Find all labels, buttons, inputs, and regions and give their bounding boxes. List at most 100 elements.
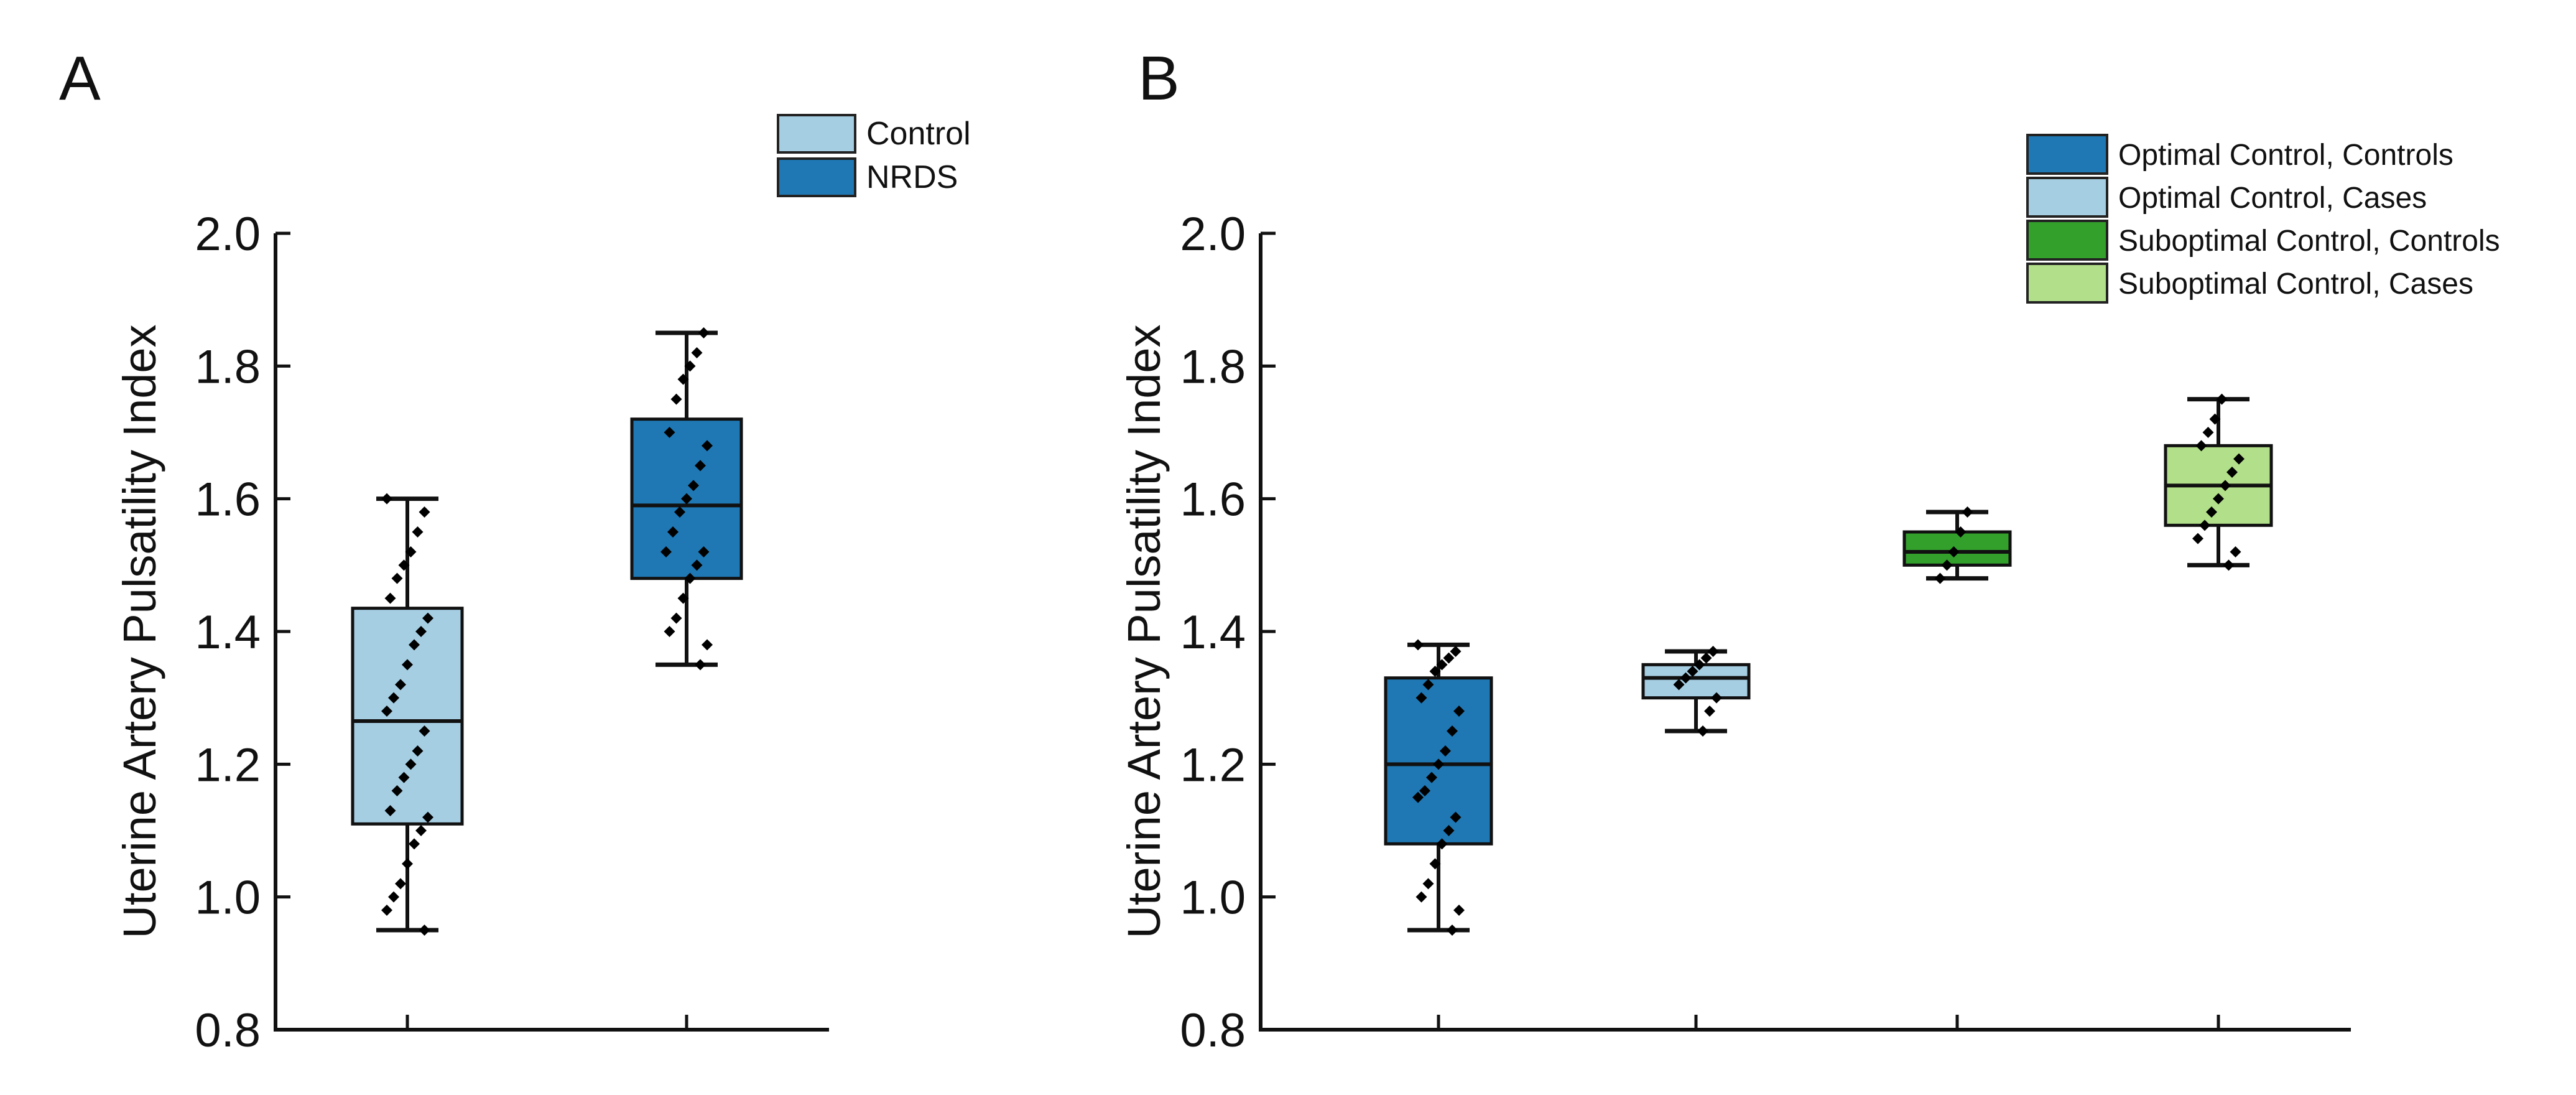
data-point bbox=[695, 659, 706, 671]
data-point bbox=[2199, 520, 2210, 531]
data-point bbox=[1450, 646, 1462, 657]
data-point bbox=[1426, 771, 1437, 783]
panel-b: B 0.8 1.0 1.2 1.4 1.6 1.8 2.0 Uterine Artery Pul… bbox=[1118, 44, 2500, 1057]
data-point bbox=[688, 480, 699, 492]
box bbox=[1902, 530, 2012, 567]
data-point bbox=[1443, 825, 1455, 836]
box-optimal-control-controls bbox=[1384, 639, 1493, 1030]
data-point bbox=[681, 493, 692, 505]
data-point bbox=[388, 692, 399, 704]
data-point bbox=[1447, 725, 1458, 737]
data-point bbox=[2195, 440, 2207, 452]
data-point bbox=[1453, 905, 1465, 916]
data-point bbox=[1429, 858, 1441, 870]
data-point bbox=[405, 546, 417, 557]
legend-swatch bbox=[777, 157, 856, 197]
y-tick-label: 1.4 bbox=[195, 606, 261, 659]
data-point bbox=[422, 612, 433, 624]
y-tick-label: 1.6 bbox=[195, 473, 261, 526]
legend-label: Optimal Control, Controls bbox=[2118, 139, 2453, 172]
data-point bbox=[670, 393, 682, 405]
legend-label: Optimal Control, Cases bbox=[2118, 182, 2427, 215]
legend-label: Suboptimal Control, Controls bbox=[2118, 225, 2500, 258]
data-point bbox=[1700, 652, 1712, 664]
data-point bbox=[1680, 672, 1692, 684]
box-suboptimal-control-cases bbox=[2164, 393, 2273, 1030]
data-point bbox=[2233, 453, 2245, 465]
data-point bbox=[395, 878, 406, 890]
y-tick-label: 0.8 bbox=[195, 1004, 261, 1057]
legend-swatch bbox=[777, 114, 856, 154]
data-point bbox=[398, 559, 410, 571]
data-point bbox=[684, 360, 696, 372]
box-optimal-control-cases bbox=[1641, 646, 1751, 1030]
data-point bbox=[1697, 725, 1708, 737]
y-tick-label: 1.8 bbox=[1180, 340, 1246, 393]
data-point bbox=[2220, 480, 2231, 492]
data-point bbox=[1419, 785, 1430, 796]
data-point bbox=[1422, 679, 1434, 691]
data-point bbox=[412, 526, 424, 538]
legend-label: NRDS bbox=[866, 159, 958, 195]
data-point bbox=[2206, 506, 2217, 518]
panel-label: B bbox=[1138, 44, 1180, 113]
data-point bbox=[1433, 758, 1444, 770]
data-point bbox=[1955, 526, 1967, 538]
data-point bbox=[664, 626, 675, 637]
data-point bbox=[1415, 692, 1427, 704]
data-point bbox=[381, 493, 392, 505]
data-point bbox=[698, 546, 710, 557]
y-tick-label: 1.0 bbox=[1180, 872, 1246, 925]
data-point bbox=[1422, 878, 1434, 890]
data-point bbox=[1415, 891, 1427, 903]
data-point bbox=[677, 592, 689, 604]
data-point bbox=[684, 572, 696, 584]
panel-a: A 0.8 1.0 1.2 1.4 1.6 1.8 2.0 Uterine Artery Pul… bbox=[59, 44, 971, 1057]
data-point bbox=[1962, 506, 1973, 518]
data-point bbox=[415, 825, 427, 836]
y-tick-label: 1.0 bbox=[195, 872, 261, 925]
data-point bbox=[667, 526, 679, 538]
legend-label: Suboptimal Control, Cases bbox=[2118, 268, 2473, 301]
data-point bbox=[398, 771, 410, 783]
data-point bbox=[422, 811, 433, 823]
data-point bbox=[415, 626, 427, 637]
y-axis-label: Uterine Artery Pulsatility Index bbox=[114, 324, 165, 938]
data-point bbox=[660, 546, 672, 557]
y-tick-label: 1.2 bbox=[195, 739, 261, 791]
data-point bbox=[670, 612, 682, 624]
data-point bbox=[419, 925, 430, 936]
box-control bbox=[351, 493, 464, 1030]
data-point bbox=[384, 805, 396, 816]
data-point bbox=[1436, 838, 1448, 850]
data-point bbox=[402, 858, 413, 870]
data-point bbox=[1687, 666, 1698, 677]
box-nrds bbox=[630, 327, 743, 1030]
data-point bbox=[2213, 493, 2224, 505]
data-point bbox=[664, 427, 675, 438]
y-tick-label: 0.8 bbox=[1180, 1004, 1246, 1057]
data-point bbox=[388, 891, 399, 903]
data-point bbox=[395, 679, 406, 691]
y-tick-label: 1.8 bbox=[195, 340, 261, 393]
data-point bbox=[1453, 706, 1465, 717]
data-point bbox=[1704, 706, 1715, 717]
box bbox=[351, 607, 464, 826]
data-point bbox=[381, 905, 392, 916]
panel-label: A bbox=[59, 44, 101, 113]
y-tick-label: 1.4 bbox=[1180, 606, 1246, 659]
data-point bbox=[702, 639, 713, 651]
data-point bbox=[674, 506, 685, 518]
data-point bbox=[691, 559, 703, 571]
data-point bbox=[702, 440, 713, 452]
data-point bbox=[695, 460, 706, 472]
data-point bbox=[1673, 679, 1685, 691]
legend-label: Control bbox=[866, 116, 971, 152]
data-point bbox=[1436, 659, 1448, 671]
y-tick-label: 1.2 bbox=[1180, 739, 1246, 791]
legend-swatch bbox=[2026, 263, 2108, 304]
data-point bbox=[381, 706, 392, 717]
data-point bbox=[2202, 427, 2214, 438]
y-tick-label: 2.0 bbox=[195, 208, 261, 261]
